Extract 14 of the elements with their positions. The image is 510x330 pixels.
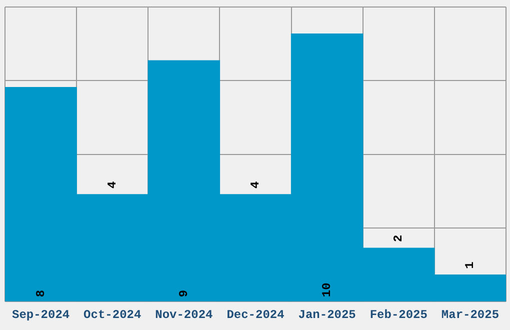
data-label: 4: [248, 181, 263, 188]
x-tick-label: Oct-2024: [84, 308, 142, 322]
x-tick-label: Feb-2025: [370, 308, 428, 322]
data-label: 2: [392, 234, 406, 242]
data-label: 8: [34, 290, 48, 298]
x-tick-label: Mar-2025: [441, 308, 500, 322]
data-label: 1: [463, 262, 478, 269]
x-tick-label: Sep-2024: [12, 308, 70, 322]
x-tick-label: Jan-2025: [298, 308, 356, 322]
data-label: 4: [105, 181, 120, 188]
x-tick-label: Nov-2024: [155, 308, 213, 322]
x-tick-label: Dec-2024: [226, 308, 284, 322]
data-label: 9: [176, 290, 191, 298]
data-label: 10: [320, 282, 334, 298]
